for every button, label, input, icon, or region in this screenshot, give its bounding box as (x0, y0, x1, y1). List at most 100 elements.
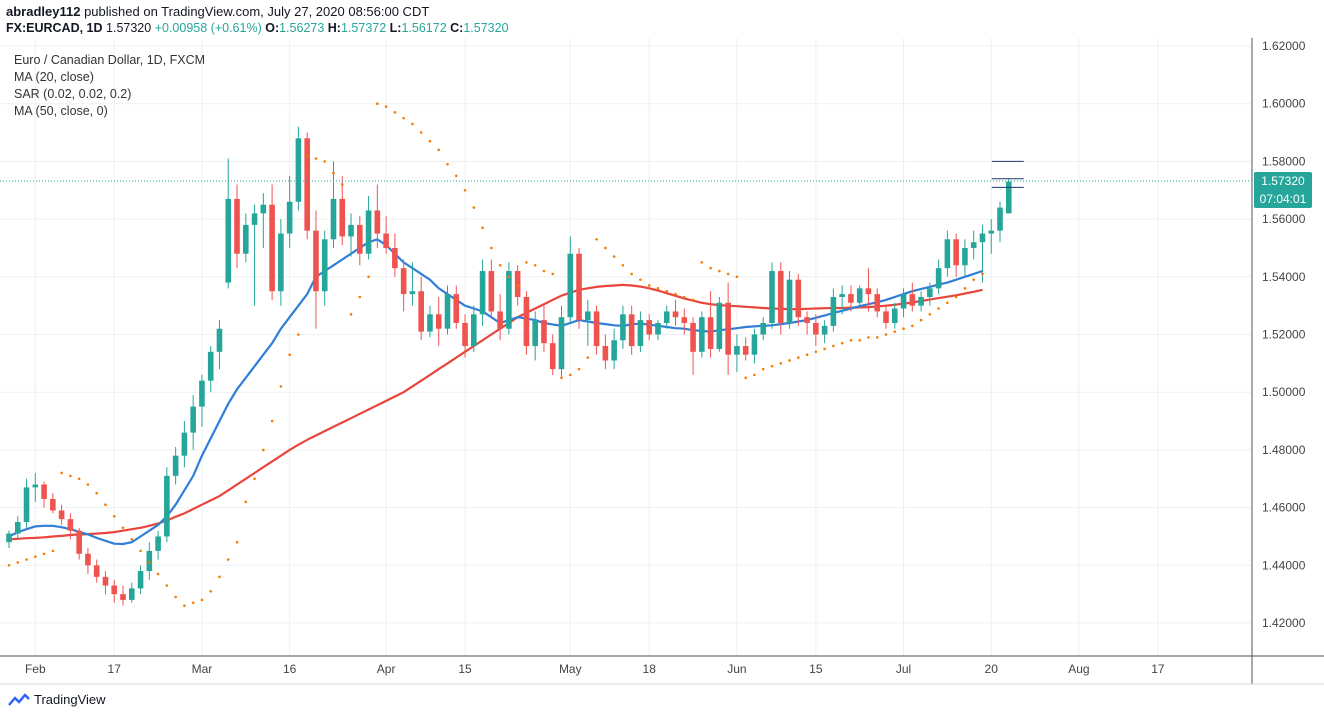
sar-dot (753, 373, 756, 377)
sar-dot (639, 278, 642, 281)
candle-body (760, 322, 767, 335)
candle-body (50, 498, 56, 511)
candle-body (716, 302, 723, 349)
x-tick-label: Apr (377, 662, 396, 676)
candle-body (865, 288, 872, 295)
sar-dot (612, 255, 616, 258)
sar-dot (95, 491, 98, 495)
x-tick-label: Jun (727, 662, 746, 676)
sar-dot (788, 359, 791, 362)
candle-body (532, 320, 538, 347)
price-tag-countdown: 07:04:01 (1260, 192, 1307, 206)
sar-dot (376, 102, 379, 105)
sar-dot (507, 275, 511, 279)
sar-dot (621, 263, 625, 267)
brand-label: TradingView (34, 692, 106, 707)
sar-dot (946, 301, 949, 305)
sar-dot (340, 183, 344, 186)
sar-dot (419, 131, 423, 134)
sar-dot (954, 295, 958, 299)
candle-body (953, 239, 959, 266)
candle-body (120, 594, 126, 600)
candle-body (909, 294, 916, 306)
candle-body (856, 288, 863, 303)
sar-dot (367, 275, 370, 279)
sar-dot (270, 419, 274, 423)
candle-body (6, 533, 12, 543)
legend-sar[interactable]: SAR (0.02, 0.02, 0.2) (14, 87, 132, 101)
candle-body (409, 291, 416, 295)
published-text: published on TradingView.com, July 27, 2… (84, 4, 430, 19)
y-tick-label: 1.56000 (1262, 212, 1306, 226)
candle-body (357, 224, 363, 254)
sar-dot (16, 561, 20, 564)
sar-dot (568, 373, 572, 377)
sar-dot (665, 289, 669, 293)
sar-dot (262, 448, 265, 452)
ohlc-line: FX:EURCAD, 1D 1.57320 +0.00958 (+0.61%) … (6, 20, 509, 37)
candle-body (269, 204, 275, 292)
ma50-line (8, 283, 983, 541)
x-tick-label: Jul (896, 662, 911, 676)
indicator-legend: Euro / Canadian Dollar, 1D, FXCM MA (20,… (14, 52, 205, 120)
sar-dot (165, 584, 169, 587)
sar-dot (121, 526, 125, 530)
sar-dot (34, 555, 37, 558)
candle-body (348, 224, 354, 237)
sar-dot (893, 330, 897, 333)
y-tick-label: 1.42000 (1262, 616, 1306, 630)
sar-dot (305, 154, 309, 157)
candle-body (128, 588, 135, 600)
candle-body (813, 322, 819, 335)
candle-body (620, 314, 626, 341)
close-label: C: (450, 21, 464, 35)
sar-dot (928, 313, 932, 316)
x-tick-label: Aug (1068, 662, 1089, 676)
candle-body (997, 207, 1003, 231)
tradingview-logo-icon (8, 692, 30, 707)
candle-body (453, 294, 460, 323)
sar-dot (226, 558, 230, 561)
price-tag (1254, 172, 1312, 209)
open-label: O: (265, 21, 280, 35)
candle-body (585, 311, 591, 321)
sar-dot (139, 549, 142, 553)
candle-body (769, 271, 775, 323)
candle-body (216, 328, 223, 352)
candle-body (900, 294, 907, 309)
candle-body (427, 314, 433, 332)
candle-body (234, 198, 240, 254)
candle-body (962, 247, 968, 266)
sar-dot (709, 266, 712, 270)
x-tick-label: 15 (809, 662, 823, 676)
candle-body (663, 311, 670, 323)
sar-dot (797, 356, 800, 359)
candle-body (225, 198, 232, 283)
sar-dot (700, 261, 704, 264)
x-tick-label: 20 (985, 662, 999, 676)
x-tick-label: Mar (192, 662, 213, 676)
legend-ma50[interactable]: MA (50, close, 0) (14, 104, 108, 118)
candle-body (23, 487, 30, 523)
publisher-name[interactable]: abradley112 (6, 4, 81, 19)
sar-dot (533, 263, 537, 267)
candle-body (339, 198, 346, 237)
last-price: 1.57320 (106, 21, 152, 35)
sar-dot (823, 347, 826, 351)
sar-dot (200, 598, 204, 602)
candle-body (944, 239, 951, 269)
high-label: H: (327, 21, 341, 35)
legend-ma20[interactable]: MA (20, close) (14, 70, 94, 84)
sar-dot (51, 549, 55, 553)
candle-body (462, 322, 468, 347)
tradingview-footer[interactable]: TradingView (8, 692, 106, 707)
sar-dot (630, 272, 633, 276)
sar-dot (805, 353, 809, 356)
sar-dot (323, 160, 327, 163)
candle-body (970, 242, 977, 248)
y-tick-label: 1.50000 (1262, 385, 1306, 399)
legend-title[interactable]: Euro / Canadian Dollar, 1D, FXCM (14, 53, 206, 67)
candle-body (479, 271, 486, 315)
candle-body (514, 271, 521, 297)
